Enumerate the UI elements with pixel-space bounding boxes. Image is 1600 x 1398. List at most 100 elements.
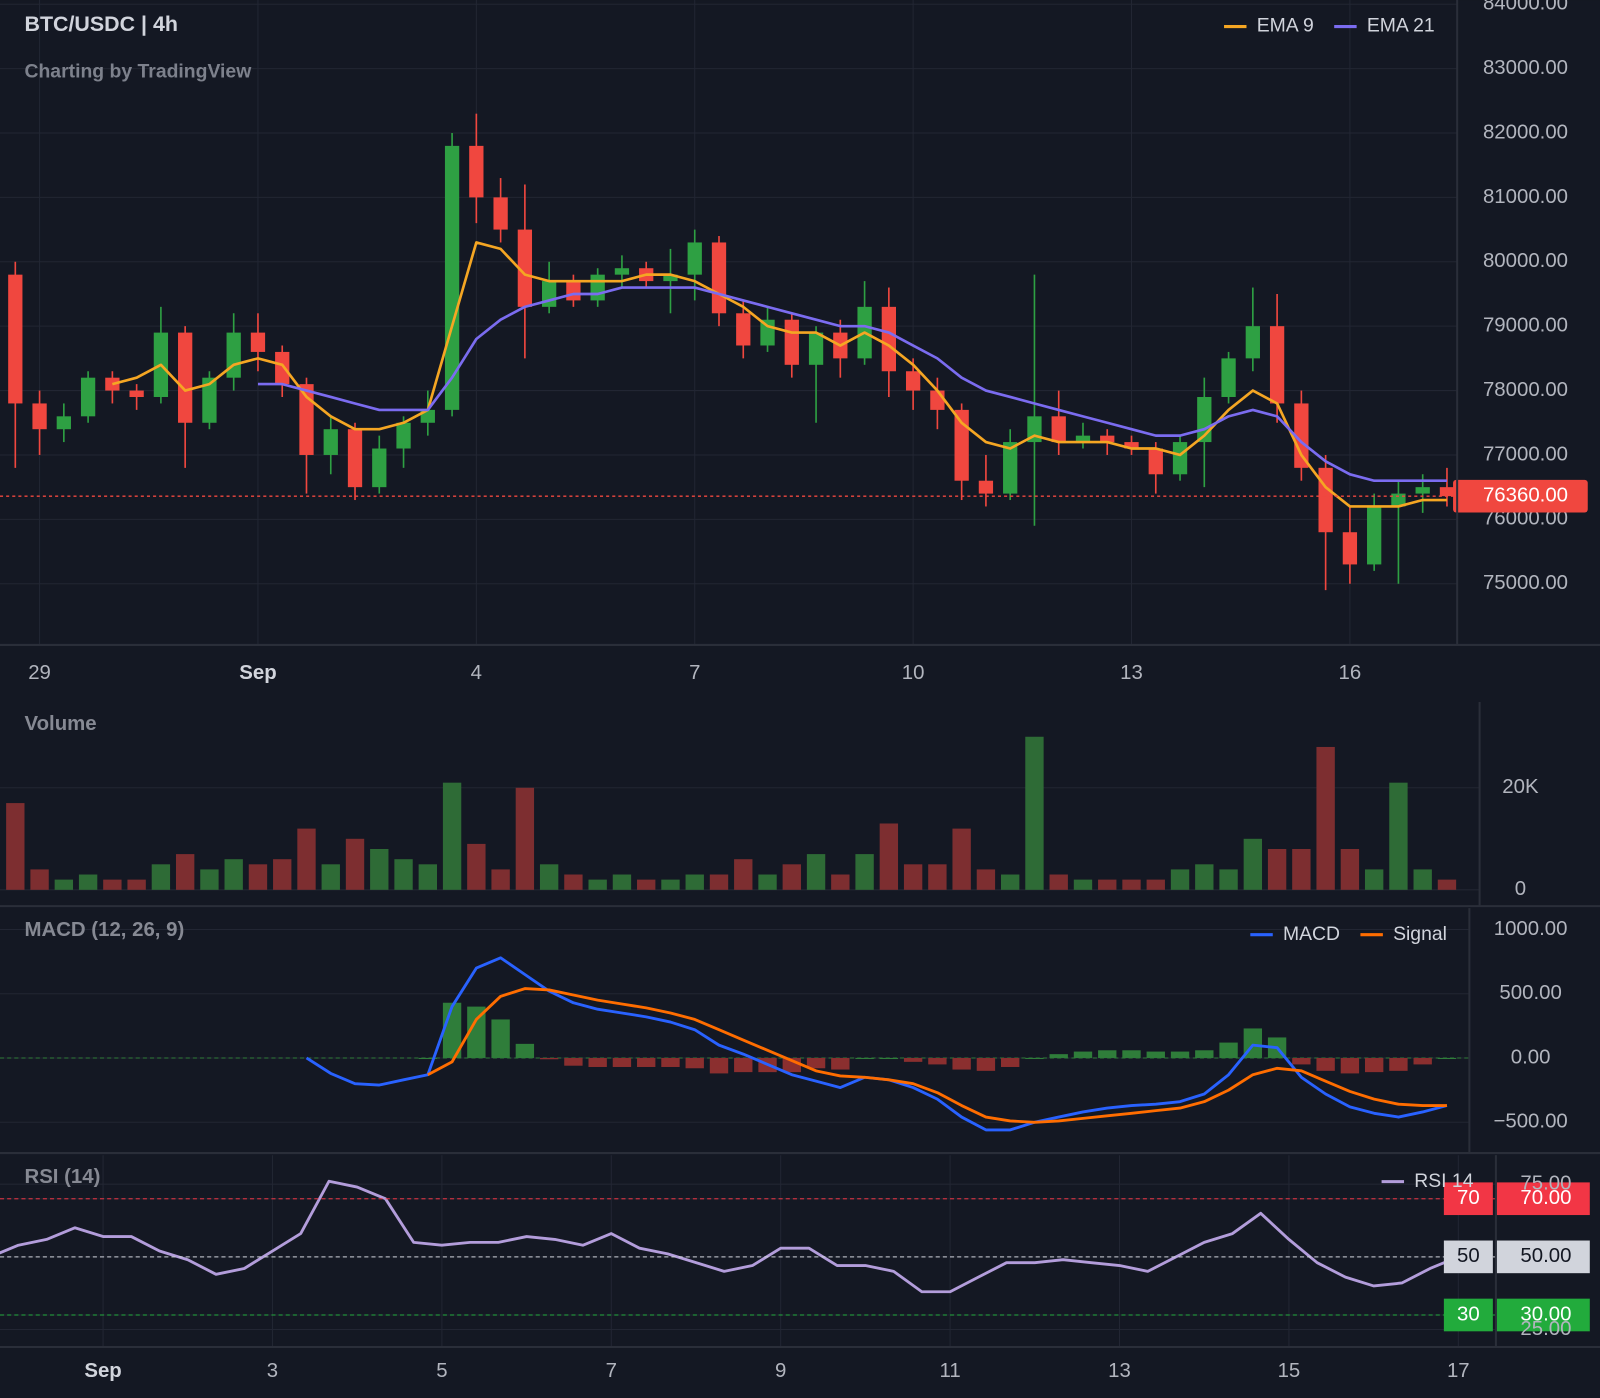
candle-body [202,377,217,423]
candle-body [1172,442,1188,475]
candle-body [1221,358,1236,398]
y-tick-label: 76000.00 [1483,508,1568,530]
histogram-bar [1001,1057,1020,1067]
volume-bar [588,879,607,890]
candle-body [1342,532,1358,565]
volume-bar [1073,879,1093,890]
x-tick-label: 5 [436,1360,447,1382]
volume-bar [782,864,801,890]
volume-bar [248,864,268,890]
candle-body [347,429,363,488]
volume-bar [1292,849,1311,890]
volume-bar [879,823,899,890]
axis-badge [1495,1182,1590,1216]
volume-bar [1170,869,1190,890]
histogram-bar [418,1057,437,1060]
histogram-bar [1073,1051,1093,1058]
panel-title: MACD (12, 26, 9) [24,919,184,941]
y-tick-label: −500.00 [1493,1111,1567,1133]
x-tick-label: 16 [1339,662,1362,684]
volume-bar [151,864,171,890]
volume-bar [1001,874,1020,890]
histogram-bar [515,1043,535,1058]
candle-body [1051,416,1066,443]
volume-bar [1146,879,1165,890]
candle-body [808,332,824,365]
candle-body [1075,435,1091,443]
x-tick-label: 4 [471,662,482,684]
volume-bar [612,874,632,890]
candle-body [1415,487,1430,494]
y-tick-label: 75000.00 [1483,572,1568,594]
level-badge [1443,1182,1493,1216]
volume-bar [370,849,389,890]
candle-body [978,480,994,494]
candle-body [32,403,47,430]
candle-body [493,197,508,230]
x-tick-label: 13 [1120,662,1143,684]
y-tick-label: 81000.00 [1483,186,1568,208]
level-badge [1443,1298,1493,1332]
histogram-bar [928,1057,947,1065]
volume-bar [1340,849,1360,890]
volume-bar [224,859,243,890]
axis-badge [1495,1240,1590,1274]
x-tick-label: 29 [28,662,51,684]
volume-bar [831,874,850,890]
volume-bar [976,869,996,890]
legend-label: EMA 9 [1257,15,1314,37]
candle-body [736,313,751,346]
candle-body [56,416,71,430]
volume-bar [515,787,535,890]
candle-body [1124,442,1139,449]
level-label: 70 [1457,1187,1480,1209]
y-tick-label: 70.00 [1520,1187,1571,1209]
candle-body [614,268,630,275]
candle-body [905,371,921,391]
candle-body [80,377,96,417]
volume-bar [78,874,98,890]
candle-body [1100,435,1115,443]
histogram-bar [831,1057,850,1070]
histogram-bar [1195,1050,1214,1058]
x-tick-label: 17 [1447,1360,1470,1382]
plot-area [0,928,1470,1132]
panel: 75000.00 76000.00 77000.00 78000.00 79000.00… [0,0,1600,684]
histogram-bar [903,1057,923,1062]
histogram-bar [1049,1054,1068,1058]
y-tick-label: 0 [1515,878,1526,900]
candle-body [687,242,702,275]
candle-body [930,390,945,410]
volume-bar [855,854,874,890]
volume-bar [734,859,753,890]
plot-area [0,736,1480,891]
x-tick-label: 15 [1278,1360,1301,1382]
candle-body [881,306,896,372]
y-tick-label: 80000.00 [1483,250,1568,272]
y-tick-label: 82000.00 [1483,121,1568,143]
y-tick-label: 30.00 [1520,1303,1571,1325]
volume-bar [903,864,923,890]
volume-bar [297,828,316,890]
y-tick-label: 75.00 [1520,1173,1571,1195]
volume-bar [54,879,74,890]
volume-bar [637,879,656,890]
volume-bar [175,854,195,890]
y-tick-label: 78000.00 [1483,379,1568,401]
candle-body [784,319,799,365]
histogram-bar [709,1057,729,1074]
histogram-bar [564,1057,583,1066]
histogram-bar [1413,1057,1432,1065]
candle-body [372,448,387,488]
volume-bar [1364,869,1384,890]
histogram-bar [1389,1057,1408,1071]
candle-body [1367,506,1382,565]
candle-body [444,145,460,410]
volume-bar [661,879,680,890]
volume-bar [758,874,777,890]
volume-bar [1049,874,1068,890]
plot-area [0,0,1458,645]
volume-bar [103,879,122,890]
candle-body [517,229,533,307]
